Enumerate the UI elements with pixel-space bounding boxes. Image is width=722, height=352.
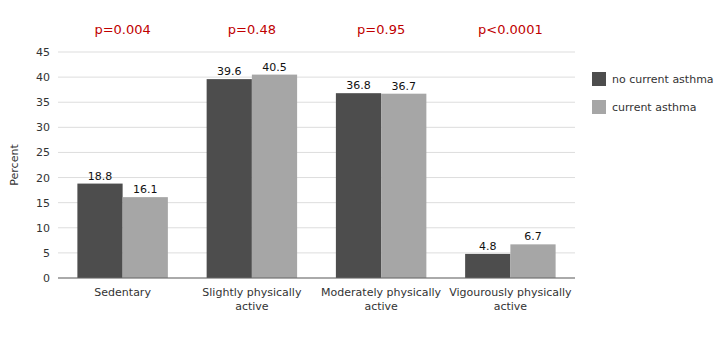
data-label: 36.7 [391, 80, 416, 93]
y-tick-label: 30 [36, 121, 50, 134]
bar [510, 244, 555, 278]
chart: 0 5 10 15 20 25 30 35 40 45 Percent 18.8 39.6 36.8 4.8… [0, 0, 722, 352]
legend: no current asthma current asthma [592, 72, 714, 114]
grid-line [58, 152, 575, 153]
bar [381, 94, 426, 278]
x-axis-line [58, 278, 575, 279]
grid-line [58, 278, 575, 279]
bars [77, 75, 555, 278]
legend-label: current asthma [612, 101, 696, 114]
x-tick-label: Moderately physicallyactive [321, 286, 442, 313]
y-tick-label: 25 [36, 146, 50, 159]
annotation: p=0.48 [228, 22, 276, 37]
annotation: p<0.0001 [478, 22, 543, 37]
x-tick-label-line: active [494, 300, 528, 313]
y-tick-label: 35 [36, 96, 50, 109]
grid-line [58, 52, 575, 53]
x-tick-label-line: Vigourously physically [449, 286, 572, 299]
y-tick-label: 0 [43, 272, 50, 285]
x-tick-label: Sedentary [94, 286, 151, 299]
data-label: 39.6 [217, 65, 242, 78]
grid-line [58, 177, 575, 178]
bar [207, 79, 252, 278]
legend-swatch [592, 72, 606, 86]
bar [465, 254, 510, 278]
x-tick-label-line: active [235, 300, 269, 313]
data-labels: 18.8 39.6 36.8 4.8 16.1 40.5 36.7 6.7 [88, 61, 542, 253]
data-label: 6.7 [524, 230, 542, 243]
bar [336, 93, 381, 278]
x-tick-label-line: Slightly physically [202, 286, 302, 299]
bar [77, 184, 122, 278]
data-label: 36.8 [346, 79, 371, 92]
y-tick-label: 20 [36, 172, 50, 185]
grid-line [58, 77, 575, 78]
x-tick-label-line: Moderately physically [321, 286, 442, 299]
grid-line [58, 102, 575, 103]
data-label: 4.8 [479, 240, 497, 253]
grid [58, 52, 575, 278]
y-tick-label: 40 [36, 71, 50, 84]
y-tick-label: 5 [43, 247, 50, 260]
y-tick-label: 45 [36, 46, 50, 59]
grid-line [58, 127, 575, 128]
bar [123, 197, 168, 278]
annotation: p=0.95 [357, 22, 405, 37]
bar [252, 75, 297, 278]
data-label: 40.5 [262, 61, 287, 74]
legend-label: no current asthma [612, 73, 714, 86]
annotation: p=0.004 [94, 22, 150, 37]
x-tick-label: Slightly physicallyactive [202, 286, 302, 313]
data-label: 16.1 [133, 183, 158, 196]
x-tick-label-line: active [364, 300, 398, 313]
x-tick-label: Vigourously physicallyactive [449, 286, 572, 313]
y-axis-label: Percent [8, 144, 21, 186]
x-tick-label-line: Sedentary [94, 286, 151, 299]
y-tick-label: 10 [36, 222, 50, 235]
y-tick-label: 15 [36, 197, 50, 210]
data-label: 18.8 [88, 170, 113, 183]
legend-swatch [592, 100, 606, 114]
